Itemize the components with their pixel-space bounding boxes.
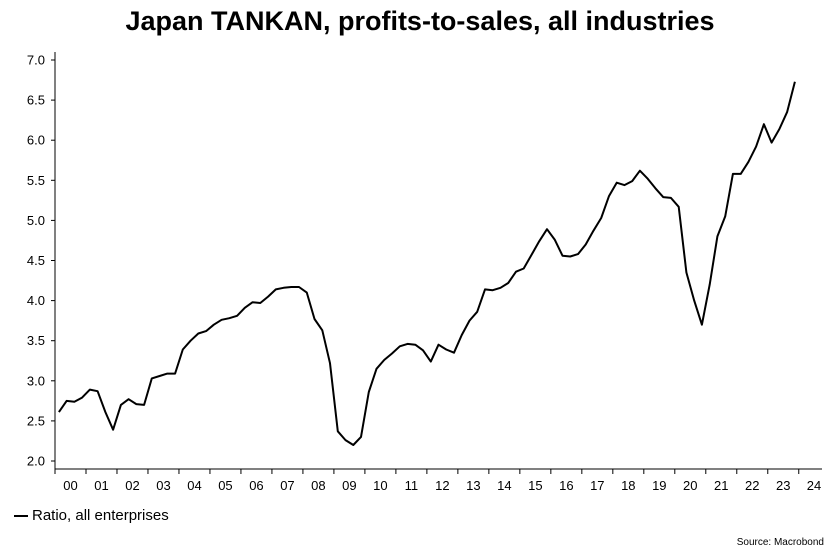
x-tick-label: 07 — [280, 478, 294, 493]
x-tick-label: 15 — [528, 478, 542, 493]
legend: Ratio, all enterprises — [14, 507, 169, 524]
x-tick-label: 13 — [466, 478, 480, 493]
y-tick-label: 7.0 — [27, 53, 45, 68]
x-tick-label: 03 — [156, 478, 170, 493]
x-tick-label: 06 — [249, 478, 263, 493]
y-tick-label: 5.0 — [27, 213, 45, 228]
x-tick-label: 23 — [776, 478, 790, 493]
y-tick-label: 6.5 — [27, 93, 45, 108]
x-tick-label: 04 — [187, 478, 201, 493]
x-tick-label: 20 — [683, 478, 697, 493]
y-tick-label: 4.5 — [27, 253, 45, 268]
x-tick-label: 12 — [435, 478, 449, 493]
legend-swatch — [14, 514, 28, 517]
x-tick-label: 05 — [218, 478, 232, 493]
y-tick-label: 2.0 — [27, 454, 45, 469]
y-tick-label: 5.5 — [27, 173, 45, 188]
x-tick-label: 22 — [745, 478, 759, 493]
series-line — [58, 81, 796, 446]
x-tick-label: 10 — [373, 478, 387, 493]
x-tick-label: 08 — [311, 478, 325, 493]
x-tick-label: 18 — [621, 478, 635, 493]
x-tick-label: 11 — [405, 478, 419, 493]
x-tick-label: 17 — [590, 478, 604, 493]
source-note: Source: Macrobond — [736, 537, 824, 548]
y-tick-label: 3.5 — [27, 333, 45, 348]
x-tick-label: 19 — [652, 478, 666, 493]
x-tick-label: 14 — [497, 478, 511, 493]
x-tick-label: 02 — [125, 478, 139, 493]
x-tick-label: 09 — [342, 478, 356, 493]
y-tick-label: 2.5 — [27, 413, 45, 428]
x-tick-label: 01 — [94, 478, 108, 493]
x-tick-label: 16 — [559, 478, 573, 493]
y-tick-label: 3.0 — [27, 373, 45, 388]
y-tick-label: 6.0 — [27, 133, 45, 148]
x-tick-label: 00 — [63, 478, 77, 493]
x-tick-label: 21 — [714, 478, 728, 493]
legend-label: Ratio, all enterprises — [32, 507, 169, 524]
x-tick-label: 24 — [807, 478, 821, 493]
y-tick-label: 4.0 — [27, 293, 45, 308]
chart-title: Japan TANKAN, profits-to-sales, all indu… — [125, 6, 715, 36]
